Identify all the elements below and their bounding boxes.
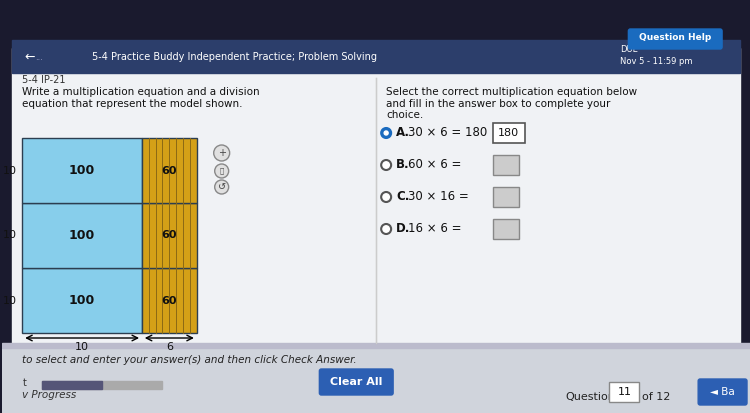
Text: C.: C. — [396, 190, 410, 204]
FancyBboxPatch shape — [493, 187, 519, 207]
Text: 10: 10 — [3, 295, 17, 306]
Text: B.: B. — [396, 159, 410, 171]
Bar — [22, 138, 142, 203]
Text: +: + — [217, 148, 226, 158]
FancyBboxPatch shape — [493, 155, 519, 175]
Text: D.: D. — [396, 223, 410, 235]
Text: v Progress: v Progress — [22, 390, 76, 400]
Text: Nov 5 - 11:59 pm: Nov 5 - 11:59 pm — [620, 57, 693, 66]
Text: A.: A. — [396, 126, 410, 140]
Circle shape — [381, 128, 392, 138]
Text: Question: Question — [566, 392, 616, 402]
Bar — [22, 268, 142, 333]
Text: 100: 100 — [69, 164, 95, 177]
Text: 16 × 6 =: 16 × 6 = — [408, 223, 461, 235]
Text: ◄ Ba: ◄ Ba — [710, 387, 734, 397]
Circle shape — [214, 145, 230, 161]
Text: 60: 60 — [161, 166, 177, 176]
FancyBboxPatch shape — [698, 379, 747, 405]
Bar — [12, 40, 740, 73]
Bar — [2, 348, 750, 413]
Text: Question Help: Question Help — [639, 33, 711, 43]
Circle shape — [214, 180, 229, 194]
Text: Write a multiplication equation and a division
equation that represent the model: Write a multiplication equation and a di… — [22, 87, 260, 109]
Text: ↺: ↺ — [217, 182, 226, 192]
Text: 60 × 6 =: 60 × 6 = — [408, 159, 461, 171]
Text: 60: 60 — [161, 295, 177, 306]
Text: t: t — [22, 378, 26, 388]
FancyBboxPatch shape — [628, 29, 722, 49]
Text: ←: ← — [24, 50, 34, 64]
Bar — [42, 381, 162, 389]
Text: 11: 11 — [617, 387, 632, 397]
Bar — [142, 203, 196, 268]
FancyBboxPatch shape — [493, 219, 519, 239]
Bar — [12, 48, 740, 378]
Circle shape — [384, 131, 388, 135]
Text: 60: 60 — [161, 230, 177, 240]
Text: 5-4 Practice Buddy Independent Practice; Problem Solving: 5-4 Practice Buddy Independent Practice;… — [92, 52, 377, 62]
Text: 10: 10 — [3, 230, 17, 240]
Circle shape — [214, 164, 229, 178]
Text: Clear All: Clear All — [330, 377, 382, 387]
Bar — [142, 268, 196, 333]
Text: 30 × 16 =: 30 × 16 = — [408, 190, 469, 204]
Text: 100: 100 — [69, 229, 95, 242]
Text: 6: 6 — [166, 342, 172, 352]
Circle shape — [381, 224, 392, 234]
Text: of 12: of 12 — [642, 392, 670, 402]
Text: to select and enter your answer(s) and then click Check Answer.: to select and enter your answer(s) and t… — [22, 355, 357, 365]
Text: 10: 10 — [3, 166, 17, 176]
Text: 🔍: 🔍 — [220, 168, 224, 174]
Text: ...: ... — [35, 52, 44, 62]
Text: 5-4 IP-21: 5-4 IP-21 — [22, 75, 66, 85]
Bar — [42, 381, 102, 389]
Text: 30 × 6 = 180: 30 × 6 = 180 — [408, 126, 488, 140]
Text: 10: 10 — [75, 342, 89, 352]
Bar — [142, 138, 196, 203]
FancyBboxPatch shape — [320, 369, 393, 395]
FancyBboxPatch shape — [610, 382, 639, 402]
Text: 180: 180 — [498, 128, 519, 138]
Text: Select the correct multiplication equation below
and fill in the answer box to c: Select the correct multiplication equati… — [386, 87, 638, 120]
FancyBboxPatch shape — [493, 123, 525, 143]
Bar — [2, 343, 750, 348]
Circle shape — [381, 192, 392, 202]
Circle shape — [381, 160, 392, 170]
Text: 100: 100 — [69, 294, 95, 307]
Bar — [22, 203, 142, 268]
Text: DUE: DUE — [620, 45, 638, 55]
